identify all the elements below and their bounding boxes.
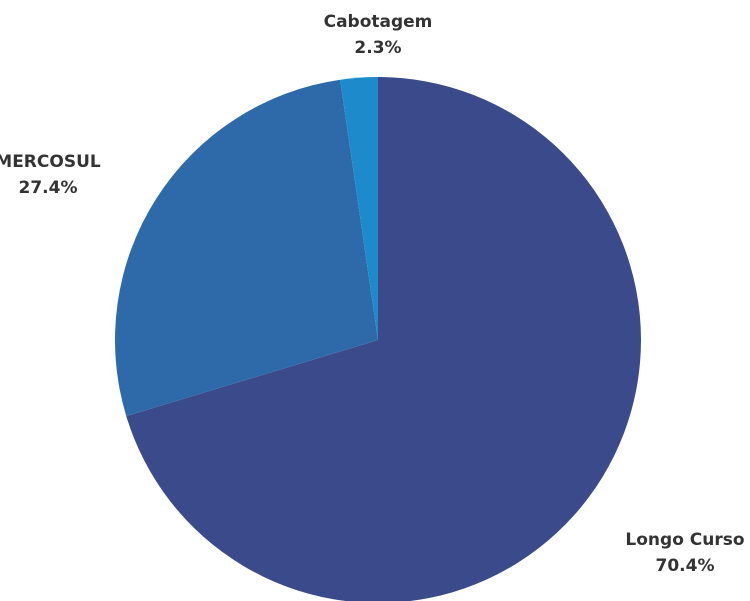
slice-label: Cabotagem bbox=[324, 12, 433, 32]
pie-slice bbox=[340, 77, 378, 340]
slice-value-label: 2.3% bbox=[354, 38, 401, 58]
pie-slice bbox=[114, 79, 378, 417]
pie-slice bbox=[126, 77, 641, 601]
slice-value-label: 70.4% bbox=[656, 556, 715, 576]
slice-value-label: 27.4% bbox=[19, 178, 78, 198]
slice-label: MERCOSUL bbox=[0, 152, 101, 172]
slice-label: Longo Curso bbox=[625, 530, 744, 550]
